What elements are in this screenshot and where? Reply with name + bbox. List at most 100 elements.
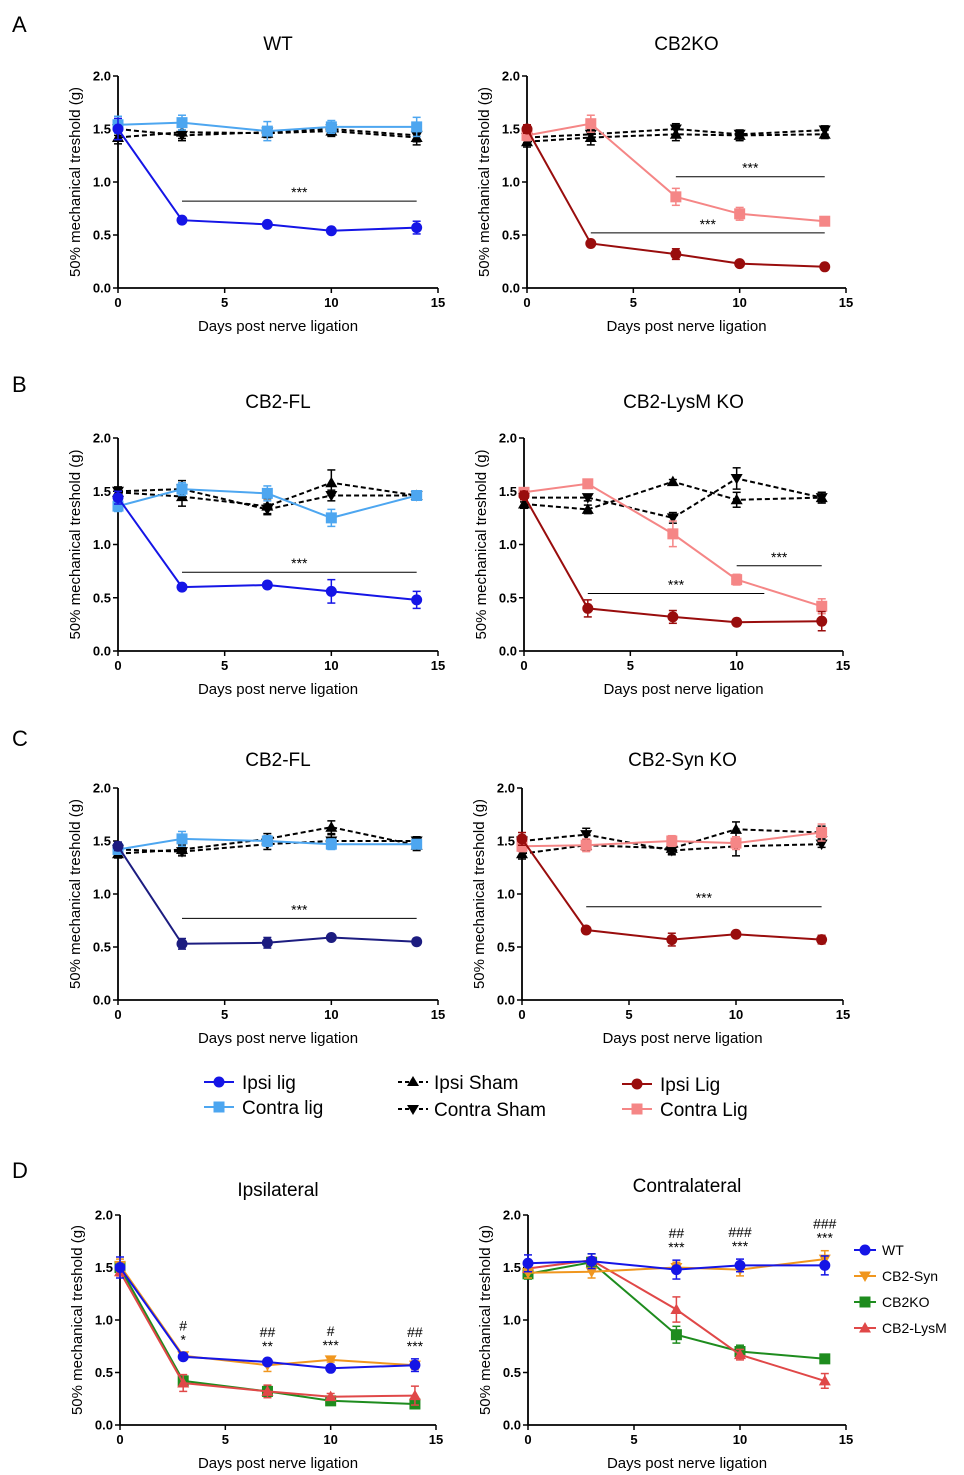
data-point xyxy=(666,475,679,487)
data-point xyxy=(585,118,597,130)
chart-7: Ipsilateral 0.0 0.5 1.0 1.5 2.0 0 5 10 15 Days pos… xyxy=(69,1180,443,1472)
series-ipsi_lig xyxy=(112,117,423,237)
y-tick-label: 0.0 xyxy=(503,1418,521,1433)
data-point xyxy=(730,493,743,505)
chart-title: Contralateral xyxy=(633,1176,742,1197)
data-point xyxy=(818,125,831,137)
data-point xyxy=(324,1390,337,1402)
data-point xyxy=(177,1351,189,1363)
series-line xyxy=(117,128,417,232)
legend-contra-lig-ko-label: Contra Lig xyxy=(660,1100,748,1121)
annotation-label: *** xyxy=(817,1230,834,1246)
x-tick-label: 5 xyxy=(221,658,228,673)
annotation-label: * xyxy=(180,1332,186,1348)
y-tick-label: 0.5 xyxy=(497,940,515,955)
y-tick-label: 1.5 xyxy=(93,122,111,137)
panel-letter-c: C xyxy=(12,726,28,751)
data-point xyxy=(112,492,124,504)
data-point xyxy=(521,129,533,141)
y-tick-label: 0.0 xyxy=(93,281,111,296)
y-tick-label: 0.0 xyxy=(95,1418,113,1433)
legend-ipsi-lig-label: Ipsi lig xyxy=(242,1073,296,1094)
y-axis-label: 50% mechanical treshold (g) xyxy=(473,449,490,639)
data-point xyxy=(176,214,188,226)
series-contra_lig xyxy=(112,114,423,142)
data-point xyxy=(665,846,678,857)
x-tick-label: 10 xyxy=(733,1432,747,1447)
legend-entry: CB2-LysM xyxy=(854,1320,947,1336)
data-point xyxy=(581,503,594,514)
chart-2: CB2KO 0.0 0.5 1.0 1.5 2.0 0 5 10 15 Days post nerv… xyxy=(476,34,853,335)
x-tick-label: 5 xyxy=(625,1007,632,1022)
legend-marker xyxy=(859,1271,871,1282)
legend-label: CB2KO xyxy=(882,1294,930,1310)
series-CB2-LysM xyxy=(114,1265,421,1406)
series-ipsi_lig xyxy=(521,123,831,273)
data-point xyxy=(261,218,273,230)
legend-marker xyxy=(859,1244,871,1256)
panel-letter-b: B xyxy=(12,372,27,397)
series-ipsi_lig xyxy=(112,840,423,950)
x-tick-label: 15 xyxy=(431,1007,445,1022)
series-line xyxy=(521,833,822,852)
data-point xyxy=(325,491,338,502)
series-ipsi_lig xyxy=(518,490,828,632)
x-axis-label: Days post nerve ligation xyxy=(198,1030,358,1047)
y-tick-label: 0.0 xyxy=(499,644,517,659)
annotation-label: ### xyxy=(728,1224,752,1240)
y-tick-label: 2.0 xyxy=(95,1208,113,1223)
x-tick-label: 10 xyxy=(729,1007,743,1022)
x-axis-label: Days post nerve ligation xyxy=(602,1030,762,1047)
data-point xyxy=(177,1377,190,1388)
annotation-label: ## xyxy=(260,1324,276,1340)
data-point xyxy=(261,1356,273,1368)
data-point xyxy=(819,215,831,227)
x-tick-label: 15 xyxy=(836,1007,850,1022)
data-point xyxy=(670,191,682,203)
x-tick-label: 5 xyxy=(627,658,634,673)
legend-entry: CB2KO xyxy=(854,1294,930,1310)
data-point xyxy=(176,483,188,495)
x-tick-label: 15 xyxy=(839,295,853,310)
y-tick-label: 2.0 xyxy=(502,69,520,84)
data-point xyxy=(731,616,743,628)
data-point xyxy=(819,1259,831,1271)
y-tick-label: 0.0 xyxy=(93,644,111,659)
y-tick-label: 1.0 xyxy=(93,175,111,190)
data-point xyxy=(176,130,188,142)
data-point xyxy=(325,121,337,133)
chart-8: Contralateral 0.0 0.5 1.0 1.5 2.0 0 5 10 15 Days p… xyxy=(477,1176,947,1472)
x-tick-label: 10 xyxy=(324,658,338,673)
data-point xyxy=(521,123,533,135)
data-point xyxy=(261,937,273,949)
data-point xyxy=(586,1255,598,1267)
data-point xyxy=(411,490,423,502)
legend-label: CB2-LysM xyxy=(882,1320,947,1336)
data-point xyxy=(516,840,528,852)
legend-ipsi-lig-ko: Ipsi Lig xyxy=(622,1075,720,1096)
x-tick-label: 10 xyxy=(324,295,338,310)
data-point xyxy=(325,1362,337,1374)
y-tick-label: 1.5 xyxy=(503,1260,521,1275)
x-tick-label: 10 xyxy=(729,658,743,673)
y-tick-label: 1.0 xyxy=(502,175,520,190)
chart-title: WT xyxy=(263,34,293,55)
data-point xyxy=(112,500,124,512)
series-WT xyxy=(114,1256,421,1374)
series-CB2-Syn xyxy=(114,1258,421,1373)
data-point xyxy=(666,513,679,524)
y-tick-label: 2.0 xyxy=(93,431,111,446)
y-tick-label: 2.0 xyxy=(93,69,111,84)
chart-4: CB2-LysM KO 0.0 0.5 1.0 1.5 2.0 0 5 10 15 Days pos… xyxy=(473,392,850,698)
data-point xyxy=(325,931,337,943)
significance-label: *** xyxy=(771,549,788,565)
data-point xyxy=(518,490,530,502)
data-point xyxy=(669,124,682,135)
chart-title: CB2-LysM KO xyxy=(623,392,744,413)
y-tick-label: 0.0 xyxy=(502,281,520,296)
data-point xyxy=(522,1257,534,1269)
legend-ipsi-sham-label: Ipsi Sham xyxy=(434,1073,518,1094)
significance-label: *** xyxy=(668,576,685,592)
legend-label: WT xyxy=(882,1242,904,1258)
